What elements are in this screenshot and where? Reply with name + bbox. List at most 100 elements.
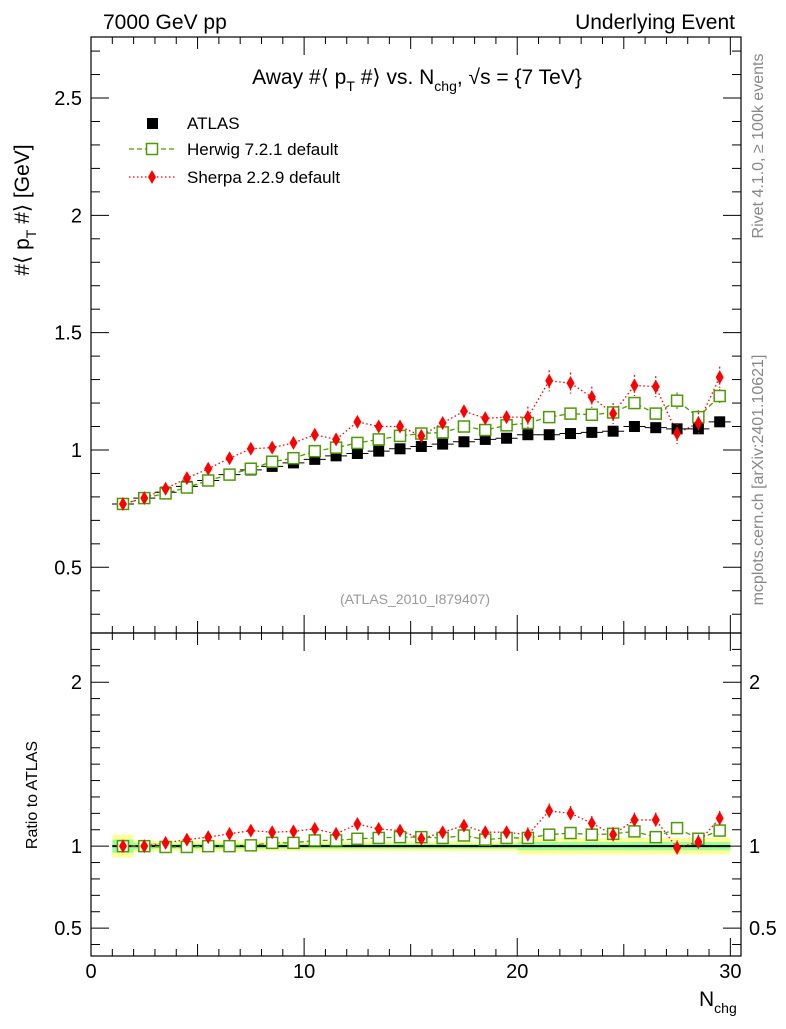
reference-label: (ATLAS_2010_I879407) — [340, 591, 490, 607]
ratio-sherpa-point — [289, 824, 298, 839]
atlas-point — [394, 443, 406, 455]
ratio-panel: 0 10 20 30 0.5 0.5 1 1 2 2 Ratio to ATLAS Nchg — [24, 632, 777, 1016]
ratio-sherpa-point — [545, 803, 554, 818]
ratio-sherpa-point — [459, 818, 468, 833]
sherpa-point — [417, 428, 426, 443]
ratio-sherpa-point — [715, 811, 724, 826]
ratio-sherpa-point — [651, 812, 660, 827]
ratio-sherpa-point — [502, 825, 511, 840]
sherpa-point — [310, 427, 319, 442]
y-tick-label: 0.5 — [54, 557, 82, 579]
sherpa-point — [289, 435, 298, 450]
ratio-sherpa-point — [523, 827, 532, 842]
main-axis-ticks — [90, 37, 741, 633]
legend-sherpa-marker — [148, 170, 156, 184]
ratio-sherpa-point — [481, 825, 490, 840]
ratio-sherpa-point — [204, 830, 213, 845]
atlas-point — [714, 416, 726, 428]
atlas-point — [437, 438, 449, 450]
header-left: 7000 GeV pp — [103, 11, 227, 34]
x-tick-label: 10 — [293, 961, 315, 983]
ratio-sherpa-point — [140, 839, 149, 854]
herwig-point — [457, 420, 471, 433]
sherpa-point — [246, 441, 255, 456]
ratio-herwig-point — [628, 825, 641, 838]
legend-atlas-label: ATLAS — [187, 114, 240, 133]
sherpa-point — [161, 481, 170, 496]
sherpa-point — [651, 379, 660, 394]
sherpa-point — [118, 496, 127, 511]
side-label-mcplots: mcplots.cern.ch [arXiv:2401.10621] — [750, 355, 767, 606]
ratio-y-tick-label: 1 — [71, 836, 82, 858]
main-panel: Away #⟨ pT #⟩ vs. Nchg, √s = {7 TeV} #⟨ … — [11, 36, 742, 634]
herwig-point — [628, 396, 641, 410]
main-title: Away #⟨ pT #⟩ vs. Nchg, √s = {7 TeV} — [252, 66, 582, 94]
x-tick-label: 0 — [85, 961, 96, 983]
ratio-sherpa-point — [353, 817, 362, 832]
sherpa-point — [353, 414, 362, 429]
ratio-y-tick-label-right: 0.5 — [749, 918, 777, 940]
sherpa-point — [204, 461, 213, 476]
legend-herwig-marker — [145, 142, 159, 156]
ratio-herwig-point — [564, 826, 577, 840]
ratio-herwig-point — [649, 830, 663, 844]
atlas-point — [522, 429, 534, 441]
y-tick-label: 2.5 — [54, 88, 82, 110]
atlas-point — [586, 426, 598, 438]
ratio-y-tick-label-right: 1 — [749, 836, 760, 858]
ratio-herwig-point — [308, 834, 322, 847]
sherpa-point — [587, 390, 596, 405]
sherpa-point — [609, 406, 618, 421]
ratio-sherpa-point — [332, 826, 341, 841]
ratio-frame — [90, 632, 742, 957]
x-axis-label: Nchg — [699, 988, 737, 1016]
y-tick-label: 1 — [71, 440, 82, 462]
sherpa-point — [566, 376, 575, 391]
ratio-y-tick-label: 0.5 — [54, 918, 82, 940]
atlas-point — [565, 428, 577, 440]
main-y-label: #⟨ pT #⟩ [GeV] — [11, 144, 39, 275]
x-tick-label: 20 — [506, 961, 528, 983]
atlas-point — [543, 429, 555, 441]
sherpa-point — [140, 491, 149, 506]
ratio-axis-ticks — [90, 633, 741, 956]
side-label-rivet: Rivet 4.1.0, ≥ 100k events — [750, 54, 767, 239]
main-data-points — [111, 366, 731, 511]
ratio-herwig-point — [670, 821, 684, 835]
atlas-point — [628, 421, 640, 433]
ratio-sherpa-point — [246, 823, 255, 838]
atlas-point — [351, 447, 363, 459]
ratio-herwig-point — [223, 839, 236, 853]
atlas-point — [650, 422, 662, 434]
ratio-sherpa-point — [396, 823, 405, 838]
legend-atlas-marker — [147, 118, 158, 129]
herwig-point — [287, 451, 300, 465]
ratio-herwig-point — [351, 832, 364, 846]
sherpa-point — [715, 370, 724, 385]
ratio-sherpa-point — [118, 839, 127, 854]
herwig-point — [372, 433, 385, 446]
herwig-point — [308, 444, 322, 458]
ratio-data-points — [116, 803, 726, 856]
ratio-y-tick-label-right: 2 — [749, 672, 760, 694]
ratio-sherpa-point — [438, 825, 447, 840]
ratio-sherpa-point — [225, 826, 234, 841]
ratio-sherpa-point — [161, 835, 170, 850]
sherpa-point — [225, 451, 234, 466]
herwig-point — [223, 468, 236, 481]
ratio-herwig-point — [713, 824, 726, 837]
herwig-point — [265, 455, 279, 468]
atlas-point — [458, 436, 470, 448]
x-tick-label: 30 — [719, 961, 741, 983]
sherpa-point — [502, 410, 511, 425]
ratio-sherpa-point — [609, 827, 618, 842]
atlas-point — [330, 450, 342, 462]
sherpa-point — [694, 415, 703, 430]
sherpa-point — [523, 410, 532, 425]
ratio-sherpa-point — [268, 825, 277, 840]
ratio-y-tick-label: 2 — [71, 672, 82, 694]
ratio-y-label: Ratio to ATLAS — [24, 741, 41, 849]
sherpa-point — [396, 419, 405, 434]
ratio-herwig-point — [585, 828, 599, 841]
herwig-point — [713, 389, 726, 403]
